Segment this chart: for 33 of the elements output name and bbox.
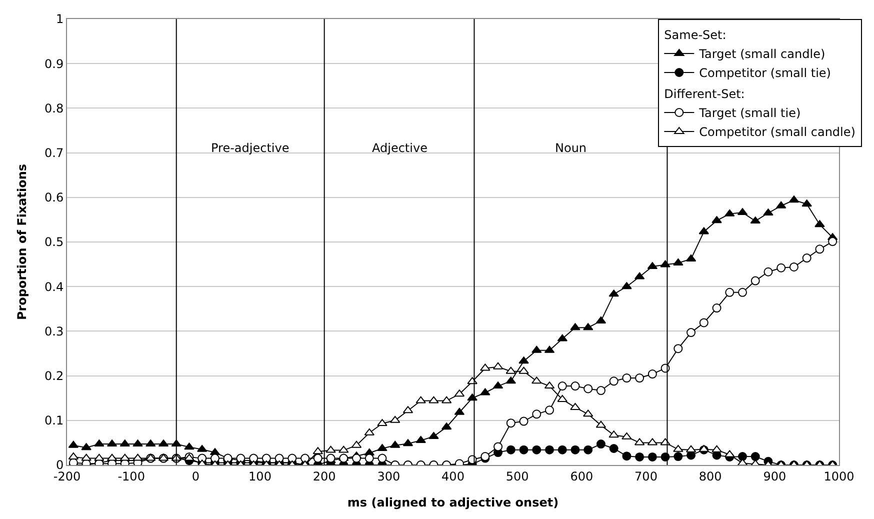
y-tick-label: 0.2 <box>44 369 64 383</box>
x-tick-label: 400 <box>442 469 464 484</box>
x-tick-label: 900 <box>763 469 786 484</box>
y-tick-label: 0.3 <box>44 324 64 338</box>
y-tick-label: 0.9 <box>44 56 64 71</box>
y-tick-label: 0.1 <box>44 414 64 428</box>
x-tick-label: 500 <box>506 469 529 484</box>
y-tick-label: 0.7 <box>44 146 64 160</box>
x-tick-label: 800 <box>698 469 722 484</box>
legend-label: Target (small candle) <box>698 47 826 62</box>
x-tick-label: 1000 <box>824 469 854 484</box>
y-tick-label: 0.6 <box>44 190 64 205</box>
annotation: Noun <box>555 141 587 155</box>
x-tick-label: 200 <box>312 469 336 484</box>
x-tick-label: 600 <box>570 469 594 484</box>
annotation: Same-Set: <box>664 28 726 42</box>
x-tick-label: 700 <box>634 469 658 484</box>
annotation: Adjective <box>372 141 428 155</box>
x-tick-label: -100 <box>118 469 145 484</box>
legend-label: Competitor (small tie) <box>699 66 831 80</box>
legend-label: Target (small tie) <box>698 106 801 120</box>
y-tick-label: 0.5 <box>44 235 64 250</box>
x-tick-label: 300 <box>377 469 400 484</box>
legend-label: Competitor (small candle) <box>699 125 856 140</box>
y-tick-label: 1 <box>56 12 64 26</box>
y-tick-label: 0.4 <box>44 280 64 294</box>
y-tick-label: 0.8 <box>44 101 64 116</box>
annotation: Pre-adjective <box>211 141 290 155</box>
y-axis-title: Proportion of Fixations <box>14 164 29 320</box>
x-tick-label: 100 <box>248 469 272 484</box>
x-tick-label: 0 <box>192 469 200 484</box>
annotation: Different-Set: <box>664 87 745 102</box>
x-axis-title: ms (aligned to adjective onset) <box>347 495 559 510</box>
